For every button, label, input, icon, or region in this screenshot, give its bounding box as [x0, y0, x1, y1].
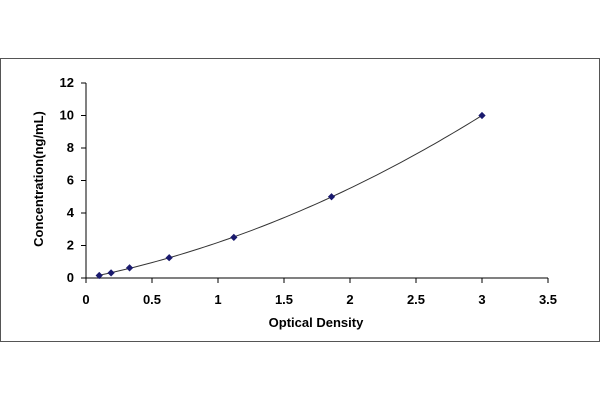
axes: 0 2 4 6 8 10 12 0 0.5 1 1.5 2 2.5 3 3.5 — [60, 75, 558, 307]
x-axis-title: Optical Density — [269, 315, 364, 330]
data-point — [165, 254, 173, 262]
x-tick-label: 3 — [478, 292, 485, 307]
x-tick-label: 1 — [214, 292, 221, 307]
y-tick-label: 0 — [67, 270, 74, 285]
x-tick-label: 0.5 — [143, 292, 161, 307]
x-tick-label: 0 — [82, 292, 89, 307]
y-tick-label: 6 — [67, 173, 74, 188]
chart-outer-frame — [0, 58, 600, 342]
y-tick-label: 12 — [60, 75, 74, 90]
x-tick-label: 2.5 — [407, 292, 425, 307]
x-tick-label: 3.5 — [539, 292, 557, 307]
x-tick-label: 1.5 — [275, 292, 293, 307]
data-point — [327, 193, 336, 201]
y-tick-label: 4 — [67, 205, 75, 220]
y-tick-label: 10 — [60, 108, 74, 123]
data-point — [478, 111, 486, 120]
data-point — [125, 264, 134, 272]
data-points-layer — [95, 111, 486, 280]
data-point — [95, 271, 103, 280]
fit-curve-line — [99, 115, 483, 276]
fit-curve-layer — [99, 115, 483, 276]
data-point — [107, 269, 115, 277]
data-point — [230, 233, 238, 241]
y-tick-label: 2 — [67, 238, 74, 253]
y-tick-label: 8 — [67, 140, 74, 155]
x-tick-label: 2 — [346, 292, 353, 307]
y-axis-title: Concentration(ng/mL) — [31, 111, 46, 247]
